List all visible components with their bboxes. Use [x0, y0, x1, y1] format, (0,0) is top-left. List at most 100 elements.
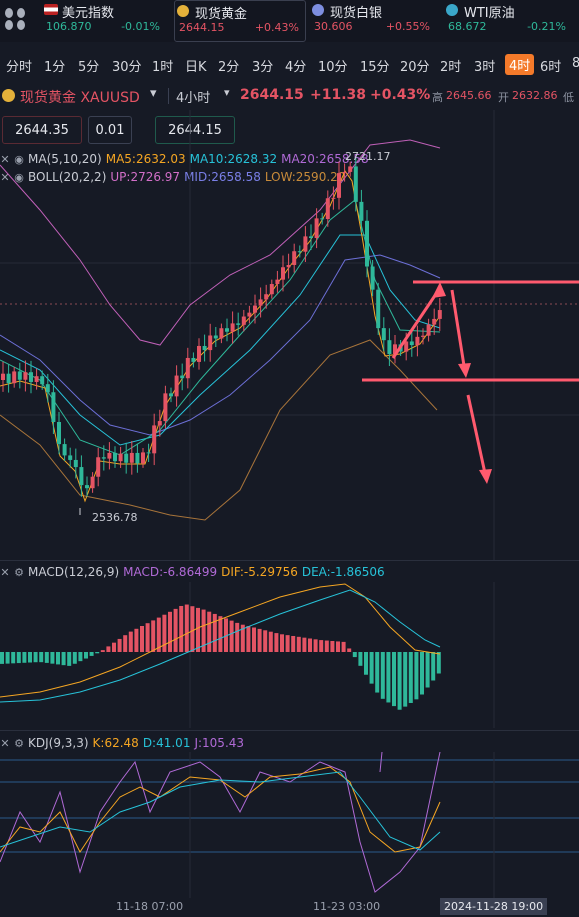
macd-bar: [22, 652, 27, 663]
candle-body: [381, 328, 386, 341]
open-value: 2632.86: [512, 89, 558, 102]
ticker-change: -0.21%: [527, 20, 566, 33]
macd-bar: [414, 652, 419, 700]
macd-bar: [201, 609, 206, 652]
ticker-gold[interactable]: 现货黄金 2644.15 +0.43%: [174, 0, 306, 42]
macd-bar: [162, 614, 167, 652]
ticker-price: 68.672: [448, 20, 487, 33]
candle-body: [45, 384, 50, 393]
macd-bar: [347, 648, 352, 652]
macd-bar: [28, 652, 32, 663]
macd-value: MACD:-6.86499: [123, 565, 218, 579]
candle-body: [73, 459, 78, 468]
current-price: 2644.15: [240, 87, 304, 103]
candlestick-chart[interactable]: [0, 110, 579, 560]
timeframe-10[interactable]: 15分: [360, 60, 390, 75]
buy-price-box[interactable]: 2644.15: [155, 116, 235, 144]
chevron-down-icon[interactable]: ▾: [150, 86, 157, 101]
macd-bar: [252, 627, 256, 652]
eye-icon[interactable]: ◉: [14, 171, 24, 184]
candle-body: [135, 452, 140, 464]
timeframe-7[interactable]: 3分: [252, 60, 274, 75]
quantity-input[interactable]: 0.01: [88, 116, 132, 144]
timeframe-8[interactable]: 4分: [285, 60, 307, 75]
timeframe-2[interactable]: 5分: [78, 60, 100, 75]
low-label: 低: [563, 91, 574, 104]
macd-bar: [403, 652, 408, 707]
time-axis: 11-18 07:00 11-23 03:00 2024-11-28 19:00: [0, 898, 579, 917]
timeframe-5[interactable]: 日K: [185, 60, 207, 75]
dea-value: DEA:-1.86506: [301, 565, 385, 579]
separator: [168, 88, 169, 104]
chevron-down-icon[interactable]: ▾: [224, 86, 230, 99]
ma20-line: [0, 199, 441, 456]
macd-bar: [112, 642, 116, 652]
candle-body: [1, 373, 5, 380]
settings-icon[interactable]: ⚙: [14, 737, 24, 750]
timeframe-11[interactable]: 20分: [400, 60, 430, 75]
candle-body: [353, 166, 358, 202]
boll-up-value: UP:2726.97: [110, 170, 181, 184]
macd-bar: [330, 640, 335, 652]
macd-bar: [274, 633, 279, 652]
timeframe-0[interactable]: 分时: [6, 60, 33, 75]
candle-body: [6, 373, 11, 384]
boll-upper-line: [0, 139, 441, 346]
ma20-value: MA20:2658.58: [281, 152, 369, 166]
timeframe-9[interactable]: 10分: [318, 60, 348, 75]
close-icon[interactable]: ✕: [0, 153, 10, 166]
symbol-name[interactable]: 现货黄金 XAUUSD: [20, 90, 140, 106]
timeframe-bar: 分时 1分 5分 30分 1时 日K 2分 3分 4分 10分 15分 20分 2时 3时 4时 6时 8: [0, 52, 579, 80]
macd-bar: [240, 624, 245, 652]
macd-bar: [313, 639, 318, 652]
ticker-silver[interactable]: 现货白银 30.606 +0.55%: [310, 0, 436, 40]
candle-body: [57, 422, 61, 445]
boll-low-value: LOW:2590.20: [264, 170, 346, 184]
ticker-usd-index[interactable]: 美元指数 106.870 -0.01%: [42, 0, 166, 40]
candle-body: [269, 284, 274, 295]
candle-body: [163, 393, 168, 422]
timeframe-1[interactable]: 1分: [44, 60, 66, 75]
macd-bar: [235, 622, 240, 652]
timeframe-14[interactable]: 4时: [505, 54, 535, 75]
eye-icon[interactable]: ◉: [14, 153, 24, 166]
macd-bar: [61, 652, 66, 666]
candle-body: [51, 392, 56, 423]
close-icon[interactable]: ✕: [0, 171, 10, 184]
timeframe-13[interactable]: 3时: [474, 60, 496, 75]
dea-line: [0, 589, 441, 703]
close-icon[interactable]: ✕: [0, 737, 10, 750]
candle-body: [258, 299, 263, 306]
candle-body: [101, 457, 106, 459]
ma5-value: MA5:2632.03: [105, 152, 186, 166]
candle-body: [79, 467, 84, 486]
close-icon[interactable]: ✕: [0, 566, 10, 579]
ticker-name: 现货黄金: [195, 7, 248, 22]
ticker-wti[interactable]: WTI原油 68.672 -0.21%: [444, 0, 572, 40]
timeframe-12[interactable]: 2时: [440, 60, 462, 75]
kdj-chart[interactable]: [0, 752, 579, 898]
ticker-price: 30.606: [314, 20, 353, 33]
timeframe-3[interactable]: 30分: [112, 60, 142, 75]
candle-body: [331, 197, 336, 199]
candle-body: [437, 310, 442, 319]
sell-price-box[interactable]: 2644.35: [2, 116, 82, 144]
candle-body: [118, 453, 123, 462]
settings-icon[interactable]: ⚙: [14, 566, 24, 579]
timeframe-16[interactable]: 8: [572, 56, 579, 71]
macd-bar: [285, 635, 290, 652]
candle-body: [325, 198, 330, 220]
candle-body: [320, 218, 325, 220]
timeframe-6[interactable]: 2分: [218, 60, 240, 75]
timeframe-4[interactable]: 1时: [152, 60, 174, 75]
candle-body: [348, 166, 353, 172]
macd-bar: [408, 652, 413, 703]
macd-chart[interactable]: [0, 582, 579, 728]
period-label[interactable]: 4小时: [176, 91, 211, 106]
macd-bar: [425, 652, 430, 688]
macd-bar: [392, 652, 396, 707]
timeframe-15[interactable]: 6时: [540, 60, 562, 75]
kdj-label: KDJ(9,3,3): [28, 736, 89, 750]
app-logo-icon[interactable]: [0, 4, 30, 34]
candle-body: [426, 324, 431, 336]
